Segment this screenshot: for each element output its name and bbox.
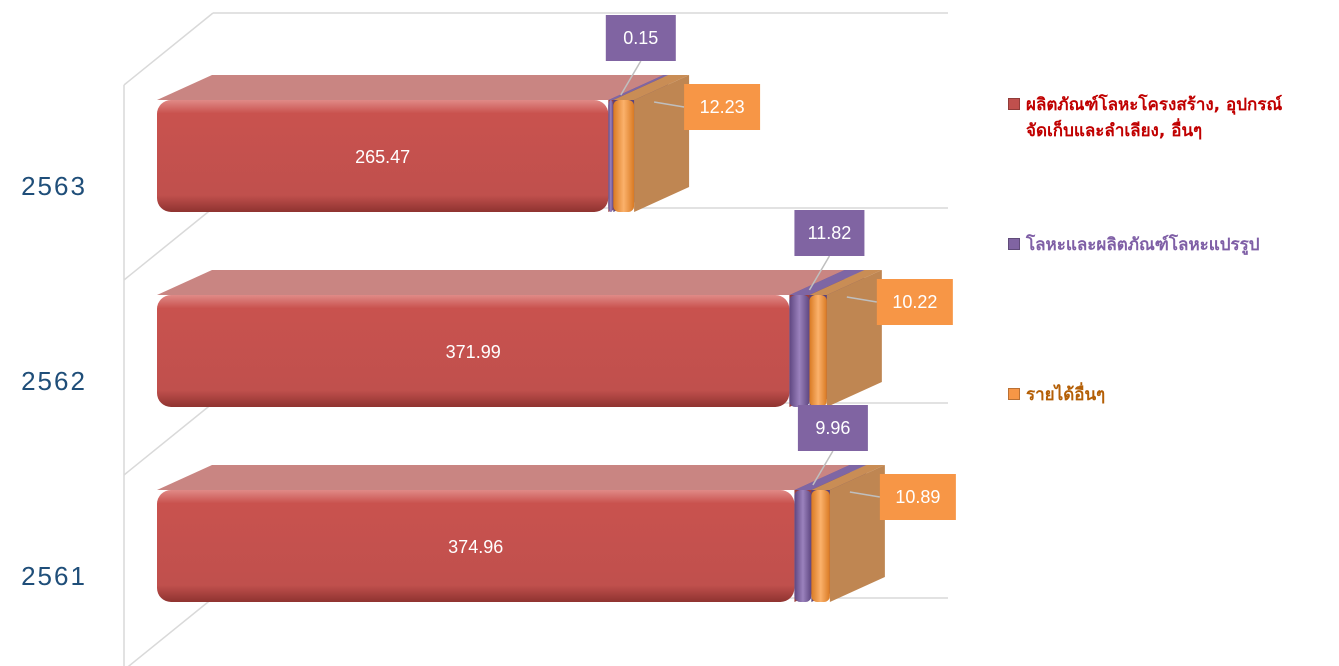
- bar-segment-2562-1: [157, 270, 845, 407]
- leader-line: [849, 491, 881, 498]
- legend-label-other-income: รายได้อื่นๆ: [1026, 385, 1106, 405]
- bar-segment-2561-3: [811, 465, 885, 602]
- bar-front-face: [809, 295, 827, 407]
- bars: [157, 75, 885, 602]
- data-label-2561-2: 9.96: [815, 418, 850, 438]
- legend-swatch-other-income: [1008, 388, 1020, 400]
- bar-side-face: [634, 75, 690, 212]
- category-label-2562: 2562: [21, 366, 87, 396]
- legend-label-metal-processed: โลหะและผลิตภัณฑ์โลหะแปรรูป: [1026, 235, 1260, 255]
- bar-segment-2563-1: [157, 75, 664, 212]
- legend-swatch-metal-products: [1008, 98, 1020, 110]
- bar-front-face: [811, 490, 830, 602]
- bar-side-face: [829, 465, 885, 602]
- legend-label-metal-products: ผลิตภัณฑ์โลหะโครงสร้าง, อุปกรณ์ จัดเก็บแ…: [1026, 92, 1282, 144]
- data-label-2562-3: 10.22: [892, 292, 937, 312]
- data-label-box-2561-2: [797, 405, 868, 451]
- bar-side-face: [826, 270, 882, 407]
- bar-segment-2563-3: [613, 75, 690, 212]
- grid-depth-line: [123, 12, 214, 86]
- bar-segment-2562-3: [809, 270, 882, 407]
- leader-line: [620, 60, 642, 96]
- data-label-2562-1: 371.99: [446, 342, 501, 362]
- bar-front-face: [608, 100, 614, 212]
- bar-top-face: [157, 75, 664, 100]
- legend-label-line-1: ผลิตภัณฑ์โลหะโครงสร้าง, อุปกรณ์: [1026, 95, 1283, 115]
- grid-depth-line: [127, 597, 214, 666]
- bar-top-face: [613, 75, 690, 100]
- leader-line: [846, 296, 877, 303]
- data-label-box-2562-2: [794, 210, 865, 256]
- data-label-box-2561-3: [879, 474, 956, 520]
- bar-top-face: [157, 270, 845, 295]
- data-label-box-2563-2: [605, 15, 676, 61]
- legend-item-other-income: รายได้อื่นๆ: [1008, 382, 1105, 408]
- data-label-2561-1: 374.96: [448, 537, 503, 557]
- bar-segment-2561-1: [157, 465, 850, 602]
- bar-top-face: [809, 270, 882, 295]
- category-label-2563: 2563: [21, 171, 87, 201]
- bar-front-face: [157, 295, 790, 407]
- legend-item-metal-processed: โลหะและผลิตภัณฑ์โลหะแปรรูป: [1008, 232, 1260, 258]
- bar-top-face: [794, 465, 867, 490]
- legend-item-metal-products: ผลิตภัณฑ์โลหะโครงสร้าง, อุปกรณ์ จัดเก็บแ…: [1008, 92, 1282, 144]
- data-label-2563-1: 265.47: [355, 147, 410, 167]
- bar-top-face: [811, 465, 885, 490]
- data-label-box-2562-3: [876, 279, 953, 325]
- bar-front-face: [789, 295, 810, 407]
- bar-top-face: [608, 75, 669, 100]
- data-labels: 265.47 0.15 12.23 371.99 11.82 10.22 374.96 9.9…: [355, 15, 956, 557]
- leader-line: [653, 101, 685, 108]
- data-label-2562-2: 11.82: [808, 223, 852, 243]
- data-label-2563-2: 0.15: [623, 28, 658, 48]
- data-label-2563-3: 12.23: [700, 97, 745, 117]
- grid-depth-line: [123, 207, 214, 281]
- leader-line: [808, 255, 831, 291]
- legend-label-line-2: จัดเก็บและลำเลียง, อื่นๆ: [1026, 121, 1203, 141]
- bar-front-face: [794, 490, 812, 602]
- bar-top-face: [157, 465, 850, 490]
- data-label-2561-3: 10.89: [895, 487, 940, 507]
- bar-front-face: [613, 100, 635, 212]
- bar-front-face: [157, 490, 795, 602]
- category-label-2561: 2561: [21, 561, 87, 591]
- bar-top-face: [789, 270, 865, 295]
- grid-depth-line: [123, 402, 214, 476]
- leader-line: [812, 450, 834, 486]
- legend-swatch-metal-processed: [1008, 238, 1020, 250]
- category-axis-labels: 2563 2562 2561: [21, 171, 87, 591]
- data-label-box-2563-3: [684, 84, 761, 130]
- bar-front-face: [157, 100, 609, 212]
